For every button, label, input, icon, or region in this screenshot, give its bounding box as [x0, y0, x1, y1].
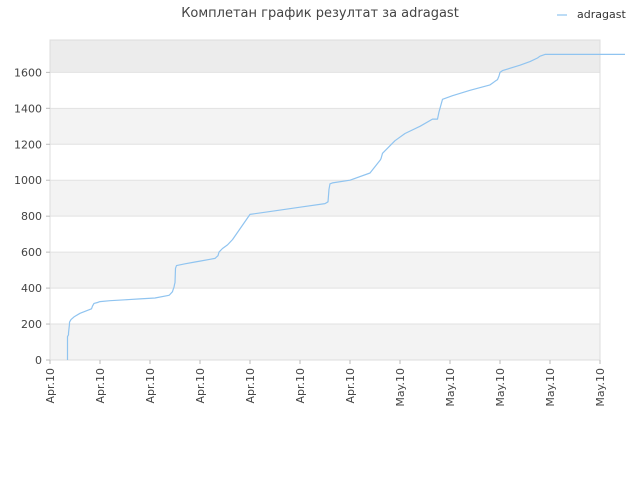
x-tick-label: May.10 [594, 368, 607, 407]
series-line-adragast [66, 53, 625, 360]
grid-band [50, 40, 600, 73]
chart-title: Комплетан график резултат за adragast [181, 6, 459, 21]
y-tick-label: 400 [21, 282, 42, 295]
x-tick-label: May.10 [394, 368, 407, 407]
x-tick-label: May.10 [544, 368, 557, 407]
gridlines [50, 71, 600, 361]
y-tick-label: 1400 [14, 102, 42, 115]
x-tick-label: Apr.10 [244, 368, 257, 404]
grid-band [50, 144, 600, 181]
x-axis: Apr.10 Apr.10 Apr.10 Apr.10 Apr.10 Apr.10 Apr.… [44, 360, 607, 407]
x-tick-label: Apr.10 [94, 368, 107, 404]
x-tick-label: Apr.10 [144, 368, 157, 404]
y-tick-label: 0 [35, 354, 42, 367]
grid-band [50, 324, 600, 360]
y-tick-label: 1000 [14, 174, 42, 187]
grid-band [50, 108, 600, 145]
y-tick-label: 600 [21, 246, 42, 259]
legend-label: adragast [577, 8, 626, 21]
x-tick-label: May.10 [494, 368, 507, 407]
y-axis: 0 200 400 600 800 1000 1200 1400 1600 [14, 66, 50, 367]
grid-band [50, 180, 600, 217]
y-tick-label: 200 [21, 318, 42, 331]
grid-band [50, 252, 600, 289]
grid-band [50, 216, 600, 253]
y-tick-label: 1200 [14, 138, 42, 151]
plot-area [49, 39, 601, 361]
grid-bands [50, 40, 600, 360]
y-tick-label: 800 [21, 210, 42, 223]
y-tick-label: 1600 [14, 66, 42, 79]
series-layer [66, 53, 625, 360]
grid-band [50, 72, 600, 109]
x-tick-label: Apr.10 [294, 368, 307, 404]
x-tick-label: Apr.10 [44, 368, 57, 404]
grid-band [50, 288, 600, 325]
x-tick-label: May.10 [444, 368, 457, 407]
x-tick-label: Apr.10 [194, 368, 207, 404]
x-tick-label: Apr.10 [344, 368, 357, 404]
legend: adragast [557, 8, 626, 21]
